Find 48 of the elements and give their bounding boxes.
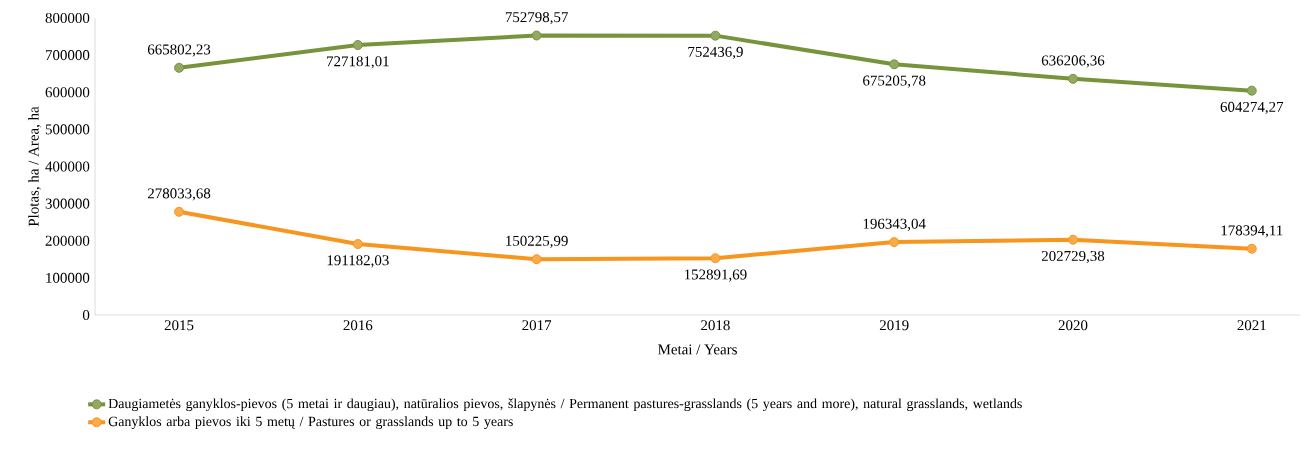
point: [531, 254, 542, 265]
y-tick-label: 400000: [45, 161, 90, 172]
point: [352, 239, 363, 250]
point: [889, 237, 900, 248]
data-label: 178394,11: [1221, 225, 1283, 238]
data-label: 604274,27: [1220, 101, 1284, 115]
data-label: 196343,04: [863, 218, 926, 231]
x-axis-title: Metai / Years: [658, 344, 737, 355]
point: [174, 206, 185, 217]
point: [710, 253, 721, 264]
data-label: 191182,03: [327, 255, 389, 268]
point: [1067, 234, 1078, 245]
point: [889, 59, 900, 70]
y-tick-label: 0: [82, 309, 90, 321]
data-label: 152891,69: [684, 269, 747, 282]
data-label: 636206,36: [1041, 55, 1105, 68]
data-label: 752436,9: [688, 46, 743, 60]
y-tick-label: 600000: [45, 87, 90, 98]
legend-label: Ganyklos arba pievos iki 5 metų / Pastures or grasslands up to 5 years: [108, 416, 513, 430]
y-tick-label: 700000: [45, 50, 90, 61]
x-tick-label: 2020: [1058, 320, 1088, 331]
x-tick-label: 2018: [701, 320, 730, 331]
point: [1067, 73, 1078, 84]
point: [531, 30, 542, 41]
point: [1246, 243, 1257, 254]
x-tick-label: 2021: [1237, 320, 1266, 331]
data-label: 665802,23: [147, 44, 211, 57]
data-label: 278033,68: [147, 188, 211, 201]
data-label: 675205,78: [863, 75, 926, 88]
data-label: 202729,38: [1041, 250, 1105, 264]
y-axis-title: Plotas, ha / Area, ha: [28, 106, 41, 227]
y-tick-label: 300000: [45, 198, 90, 209]
point: [710, 30, 721, 41]
legend-label: Daugiametės ganyklos-pievos (5 metai ir daugiau), natūralios pievos, šlapynės / Permanent pastures-grasslands (5 years and more), natural grasslands, wetlands: [108, 398, 1022, 412]
x-tick-label: 2019: [879, 320, 909, 331]
x-tick-label: 2016: [343, 320, 373, 331]
y-tick-label: 500000: [45, 124, 90, 135]
y-tick-label: 100000: [46, 272, 90, 283]
data-label: 727181,01: [327, 56, 389, 69]
x-tick-label: 2015: [164, 320, 194, 331]
y-tick-label: 800000: [45, 12, 90, 24]
point: [174, 62, 185, 73]
data-label: 752798,57: [505, 12, 568, 25]
x-tick-label: 2017: [522, 320, 552, 331]
y-tick-label: 200000: [45, 235, 90, 246]
point: [352, 40, 363, 51]
point: [1246, 85, 1257, 96]
data-label: 150225,99: [506, 235, 568, 249]
